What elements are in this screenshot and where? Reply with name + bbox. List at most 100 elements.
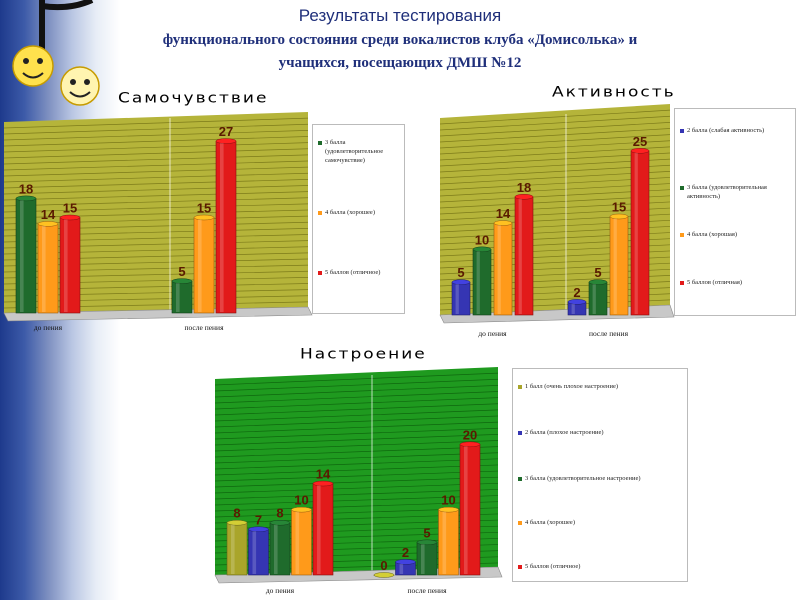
gridline [214, 385, 499, 398]
data-label: 18 [19, 181, 33, 196]
category-label: до пения [266, 586, 295, 595]
gridline [214, 403, 499, 416]
legend-label: 2 балла (плохое настроение) [525, 429, 604, 436]
data-label: 15 [63, 201, 77, 216]
bar-body [248, 528, 269, 576]
bar-top [373, 572, 395, 578]
data-label: 15 [612, 200, 626, 215]
legend-item: 4 балла (хорошее) [518, 519, 683, 528]
chart-title-mood: Настроение [300, 345, 427, 363]
gridline [3, 154, 309, 165]
bar-top [248, 526, 269, 533]
bar-activity-1-3 [630, 148, 650, 316]
bar-activity-1-1 [588, 279, 608, 316]
category-label: после пения [589, 329, 629, 338]
gridline [214, 446, 499, 458]
bar-top [312, 480, 334, 487]
legend-label: 4 балла (хорошее) [525, 519, 575, 526]
mood-chart: 8 7 8 10 14 до пения 025 10 20 после пения [214, 367, 503, 595]
gridline [214, 452, 499, 464]
gridline [3, 172, 309, 183]
bar-top [514, 194, 534, 200]
smiley-face-icon [12, 45, 54, 87]
legend-swatch [318, 140, 322, 145]
bar-highlight [476, 251, 480, 314]
bar-highlight [613, 218, 617, 314]
legend-label: 3 балла (удовлетворительная активность) [687, 184, 767, 200]
bar-highlight [518, 198, 522, 314]
gridline [214, 421, 499, 434]
gridline [439, 115, 671, 131]
bar-mood-0-3 [291, 506, 312, 576]
chart-title-activity: Активность [552, 83, 676, 101]
legend-swatch [518, 384, 522, 389]
gridline [439, 134, 671, 149]
bar-highlight [592, 284, 596, 314]
bar-top [438, 506, 459, 513]
bar-highlight [399, 563, 404, 574]
bar-top [269, 519, 291, 526]
bar-body [609, 216, 629, 316]
gridline [214, 458, 499, 470]
data-label: 10 [441, 493, 455, 508]
data-label: 5 [457, 265, 464, 280]
data-label: 14 [41, 207, 56, 222]
gridline [214, 391, 499, 404]
data-label: 2 [573, 285, 580, 300]
bar-top [493, 220, 513, 226]
bar-highlight [497, 225, 501, 314]
bar-highlight [274, 524, 278, 574]
bar-top [193, 214, 215, 221]
gridline [214, 440, 499, 452]
data-label: 8 [233, 506, 240, 521]
gridline [3, 209, 309, 219]
gridline [3, 191, 309, 201]
bar-activity-0-1 [472, 246, 492, 316]
mood-legend: 1 балл (очень плохое настроение) 2 балла … [512, 368, 688, 582]
gridline [439, 128, 671, 143]
bar-activity-1-0 [567, 299, 587, 316]
smiley-face-icon [60, 66, 100, 106]
bar-mood-0-2 [269, 519, 291, 576]
bar-top [226, 519, 248, 526]
gridline [3, 203, 309, 213]
data-label: 2 [402, 545, 409, 560]
legend-label: 4 балла (хорошее) [325, 209, 375, 216]
legend-item: 4 балла (хорошее) [318, 209, 400, 218]
gridline [214, 397, 499, 410]
legend-item: 3 балла (удовлетворительное самочувствие… [318, 139, 400, 165]
bar-mood-1-4 [459, 441, 481, 576]
bar-body [416, 542, 438, 576]
bar-body [438, 509, 459, 576]
category-label: после пения [184, 323, 224, 332]
bar-highlight [42, 225, 46, 312]
gridline [214, 489, 499, 500]
bar-top [567, 299, 587, 305]
gridline [214, 501, 499, 512]
legend-item: 5 баллов (отличная) [680, 279, 791, 288]
legend-swatch [518, 430, 522, 435]
bar-highlight [464, 446, 468, 574]
category-label: до пения [478, 329, 507, 338]
bar-top [588, 279, 608, 285]
bar-top [609, 213, 629, 220]
legend-item: 5 баллов (отличное) [518, 563, 683, 572]
gridline [3, 117, 309, 129]
bar-body [37, 223, 59, 314]
legend-item: 5 баллов (отличное) [318, 269, 400, 278]
data-label: 0 [380, 558, 387, 573]
bar-top [395, 559, 416, 565]
bar-wellbeing-1-0 [171, 278, 193, 314]
bar-highlight [317, 485, 321, 574]
data-label: 8 [276, 506, 283, 521]
legend-item: 4 балла (хорошая) [680, 231, 791, 240]
bar-body [59, 217, 81, 314]
bar-highlight [252, 531, 257, 574]
legend-label: 2 балла (слабая активность) [687, 127, 765, 134]
activity-legend: 2 балла (слабая активность) 3 балла (удов… [674, 108, 796, 316]
bar-highlight [176, 283, 180, 312]
legend-item: 1 балл (очень плохое настроение) [518, 383, 683, 392]
bar-highlight [295, 511, 300, 574]
bar-activity-0-0 [451, 279, 471, 316]
legend-swatch [680, 185, 684, 190]
